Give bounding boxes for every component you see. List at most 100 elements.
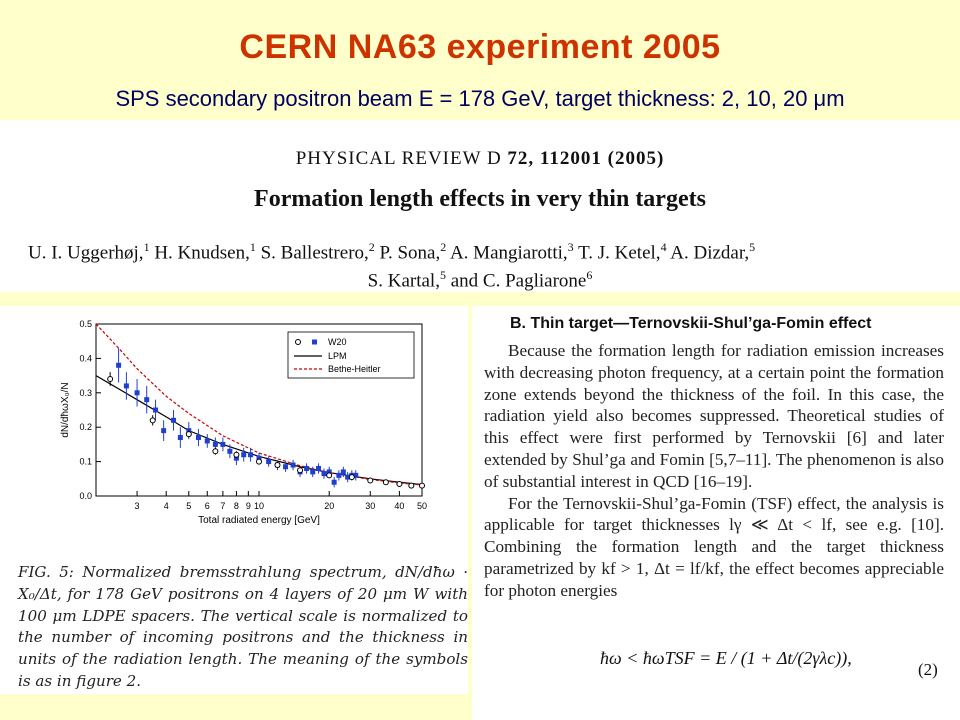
author-affiliation: 6	[586, 268, 593, 282]
w20-point	[283, 464, 289, 470]
paper-header-panel	[0, 120, 960, 292]
w20-point	[336, 472, 342, 478]
equation-2: ħω < ħωTSF = E / (1 + Δt/(2γλc)),	[600, 648, 852, 668]
x-tick-label: 5	[186, 501, 191, 511]
legend-bh-label: Bethe-Heitler	[328, 364, 381, 374]
w20-point	[116, 362, 122, 368]
journal-reference: PHYSICAL REVIEW D 72, 112001 (2005)	[0, 148, 960, 170]
w20-point	[227, 448, 233, 454]
w20-point	[134, 390, 140, 396]
x-tick-label: 6	[205, 501, 210, 511]
w20-point	[177, 435, 183, 441]
w20-open-point	[107, 376, 114, 383]
w20-point	[331, 479, 337, 485]
w20-open-point	[326, 472, 333, 479]
paper-title: Formation length effects in very thin ta…	[254, 186, 706, 212]
w20-point	[204, 438, 210, 444]
w20-point	[212, 441, 218, 447]
author-affiliation: 1	[143, 240, 150, 254]
x-tick-label: 4	[164, 501, 169, 511]
y-axis-label: dN/dħωX₀/N	[60, 382, 71, 437]
author-affiliation: 5	[439, 268, 446, 282]
x-tick-label: 8	[234, 501, 239, 511]
w20-point	[220, 441, 226, 447]
legend-square-marker	[312, 339, 317, 345]
w20-point	[353, 472, 359, 478]
x-tick-label: 30	[365, 501, 375, 511]
w20-point	[256, 455, 262, 461]
x-tick-label: 10	[254, 501, 264, 511]
author-name: T. J. Ketel,	[578, 242, 661, 264]
author-affiliation: 1	[249, 240, 256, 254]
paragraph-2: For the Ternovskii-Shul’ga-Fomin (TSF) e…	[484, 493, 944, 600]
author-name: U. I. Uggerhøj,	[28, 242, 144, 264]
w20-point	[326, 469, 332, 475]
author-name: H. Knudsen,	[154, 242, 250, 264]
legend-lpm-label: LPM	[328, 351, 347, 361]
lpm-curve	[95, 375, 423, 486]
w20-point	[304, 465, 310, 471]
author-affiliation: 4	[660, 240, 667, 254]
w20-open-point	[396, 480, 403, 487]
w20-open-point	[233, 451, 240, 458]
paragraph-1: Because the formation length for radiati…	[484, 341, 944, 491]
x-tick-label: 50	[417, 501, 427, 511]
author-affiliation: 2	[440, 240, 447, 254]
spectrum-chart: 3 4 5 6 7 8 9 10 20 30 40 50 0.0 0.1 0.2 0.3 0.4 0.5 Total…	[60, 319, 427, 526]
w20-open-point	[408, 482, 415, 489]
w20-point	[161, 428, 167, 434]
w20-point	[316, 465, 322, 471]
x-tick-label: 9	[246, 501, 251, 511]
w20-point	[241, 452, 247, 458]
w20-open-point	[149, 417, 156, 424]
author-name: S. Ballestrero,	[260, 242, 369, 264]
w20-open-point	[212, 448, 219, 455]
slide-subtitle: SPS secondary positron beam E = 178 GeV,…	[115, 86, 845, 111]
w20-open-point	[367, 477, 374, 484]
author-name: P. Sona,	[379, 242, 441, 264]
w20-point	[266, 459, 272, 465]
w20-open-point	[419, 482, 425, 489]
bethe-heitler-curve	[95, 323, 423, 486]
author-name: A. Dizdar,	[670, 242, 750, 264]
section-heading: B. Thin target—Ternovskii-Shul’ga-Fomin …	[510, 315, 872, 332]
author-name: A. Mangiarotti,	[449, 242, 568, 264]
x-tick-label: 3	[135, 501, 140, 511]
journal-volume-info: 72, 112001 (2005)	[507, 148, 665, 169]
y-tick-label: 0.3	[79, 388, 92, 398]
w20-point	[340, 469, 346, 475]
section-body: Because the formation length for radiati…	[484, 340, 944, 602]
w20-point	[290, 462, 296, 468]
legend-w20-label: W20	[328, 337, 347, 347]
w20-point	[144, 397, 150, 403]
y-tick-label: 0.0	[79, 491, 92, 501]
legend-box	[287, 331, 415, 379]
w20-point	[310, 469, 316, 475]
w20-point	[248, 452, 254, 458]
text-panel	[472, 306, 960, 720]
w20-open-point	[256, 458, 262, 465]
x-tick-label: 20	[324, 501, 334, 511]
author-affiliation: 5	[749, 240, 756, 254]
w20-open-point	[185, 431, 192, 438]
figure-caption: FIG. 5: Normalized bremsstrahlung spectr…	[18, 563, 468, 690]
journal-name: PHYSICAL REVIEW D	[295, 148, 502, 169]
w20-point	[171, 417, 177, 423]
x-tick-label: 7	[220, 501, 225, 511]
y-tick-label: 0.1	[79, 457, 92, 467]
w20-open-point	[274, 462, 281, 469]
w20-open-point	[297, 467, 304, 474]
slide-title: CERN NA63 experiment 2005	[239, 28, 721, 66]
y-tick-label: 0.2	[79, 422, 92, 432]
author-name: S. Kartal,	[367, 270, 440, 292]
author-affiliation: 2	[368, 240, 375, 254]
y-tick-label: 0.5	[79, 319, 92, 329]
w20-point	[195, 435, 201, 441]
author-affiliation: 3	[567, 240, 574, 254]
w20-open-point	[382, 479, 389, 486]
legend-open-marker	[295, 339, 301, 345]
authors-line-2: S. Kartal,5 and C. Pagliarone6	[0, 268, 960, 292]
w20-point	[153, 407, 159, 413]
x-tick-label: 40	[394, 501, 404, 511]
authors-line-1: U. I. Uggerhøj,1 H. Knudsen,1 S. Ballest…	[28, 240, 958, 264]
